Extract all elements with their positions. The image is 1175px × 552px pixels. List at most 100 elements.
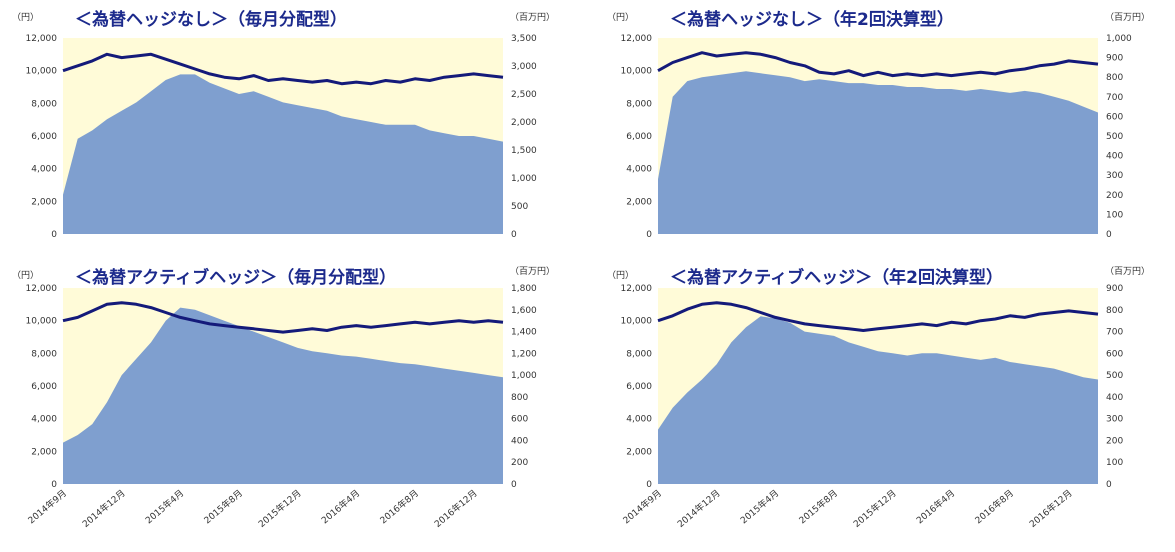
chart-svg: （円） ＜為替アクティブヘッジ＞（毎月分配型） （百万円） 12,000 10,0… bbox=[12, 266, 555, 530]
left-axis-tick: 10,000 bbox=[26, 317, 58, 327]
left-axis-tick: 12,000 bbox=[621, 284, 653, 294]
chart-title: ＜為替アクティブヘッジ＞（年2回決算型） bbox=[670, 267, 1003, 288]
left-unit-label: （円） bbox=[12, 12, 39, 23]
left-axis-tick: 0 bbox=[646, 230, 652, 240]
right-unit-label: （百万円） bbox=[510, 12, 555, 23]
left-axis-tick: 4,000 bbox=[31, 165, 57, 175]
right-axis-tick: 1,200 bbox=[511, 349, 537, 359]
right-axis-tick: 600 bbox=[511, 415, 528, 425]
x-axis-tick: 2015年4月 bbox=[143, 487, 186, 526]
right-unit-label: （百万円） bbox=[1105, 12, 1150, 23]
line-series bbox=[62, 301, 504, 334]
area-series bbox=[63, 74, 503, 235]
right-axis-tick: 900 bbox=[1106, 284, 1123, 294]
x-axis-tick: 2016年8月 bbox=[377, 487, 420, 526]
right-axis-tick: 0 bbox=[511, 480, 517, 490]
x-axis-tick: 2015年8月 bbox=[796, 487, 839, 526]
chart-title: ＜為替ヘッジなし＞（年2回決算型） bbox=[670, 9, 954, 30]
x-axis-tick: 2014年12月 bbox=[675, 487, 723, 530]
right-axis-tick: 200 bbox=[1106, 191, 1123, 201]
left-axis-tick: 6,000 bbox=[626, 382, 652, 392]
right-unit-label: （百万円） bbox=[1105, 266, 1150, 277]
chart-svg: （円） ＜為替アクティブヘッジ＞（年2回決算型） （百万円） 12,000 10,… bbox=[607, 266, 1150, 530]
line-series bbox=[62, 52, 504, 86]
left-axis-tick: 0 bbox=[51, 230, 57, 240]
right-axis-tick: 1,000 bbox=[511, 371, 537, 381]
chart-panel: （円） ＜為替アクティブヘッジ＞（年2回決算型） （百万円） 12,000 10,… bbox=[595, 258, 1170, 530]
right-axis-tick: 3,500 bbox=[511, 34, 537, 44]
left-axis-tick: 10,000 bbox=[26, 67, 58, 77]
chart-panel: （円） ＜為替ヘッジなし＞（毎月分配型） （百万円） 12,000 10,000 8… bbox=[0, 0, 575, 270]
right-axis-tick: 700 bbox=[1106, 93, 1123, 103]
left-axis-tick: 12,000 bbox=[26, 284, 58, 294]
left-axis-tick: 10,000 bbox=[621, 317, 653, 327]
x-axis-tick: 2016年4月 bbox=[319, 487, 362, 526]
right-axis-tick: 100 bbox=[1106, 458, 1123, 468]
left-axis-tick: 2,000 bbox=[626, 447, 652, 457]
left-axis-tick: 12,000 bbox=[621, 34, 653, 44]
right-axis-tick: 2,500 bbox=[511, 90, 537, 100]
x-axis-tick: 2016年12月 bbox=[1027, 487, 1075, 530]
right-axis-tick: 800 bbox=[1106, 73, 1123, 83]
left-axis-tick: 8,000 bbox=[626, 349, 652, 359]
right-axis-tick: 0 bbox=[511, 230, 517, 240]
left-axis-tick: 12,000 bbox=[26, 34, 58, 44]
area-series bbox=[63, 307, 503, 484]
left-axis-tick: 8,000 bbox=[31, 349, 57, 359]
x-axis-tick: 2015年12月 bbox=[851, 487, 899, 530]
chart-svg: （円） ＜為替ヘッジなし＞（年2回決算型） （百万円） 12,000 10,000… bbox=[607, 9, 1150, 240]
right-axis-tick: 400 bbox=[511, 436, 528, 446]
left-axis-tick: 0 bbox=[646, 480, 652, 490]
right-unit-label: （百万円） bbox=[510, 266, 555, 277]
right-axis-tick: 400 bbox=[1106, 393, 1123, 403]
left-unit-label: （円） bbox=[607, 270, 634, 281]
x-axis-tick: 2015年4月 bbox=[738, 487, 781, 526]
left-axis-tick: 4,000 bbox=[626, 415, 652, 425]
left-axis-tick: 6,000 bbox=[626, 132, 652, 142]
left-axis-tick: 2,000 bbox=[626, 197, 652, 207]
right-axis-tick: 800 bbox=[511, 393, 528, 403]
right-axis-tick: 1,600 bbox=[511, 306, 537, 316]
area-series bbox=[658, 71, 1098, 234]
right-axis-tick: 0 bbox=[1106, 230, 1112, 240]
x-axis-tick: 2015年12月 bbox=[256, 487, 304, 530]
right-axis-tick: 2,000 bbox=[511, 118, 537, 128]
left-axis-tick: 6,000 bbox=[31, 382, 57, 392]
right-axis-tick: 300 bbox=[1106, 415, 1123, 425]
left-axis-tick: 2,000 bbox=[31, 447, 57, 457]
chart-title: ＜為替ヘッジなし＞（毎月分配型） bbox=[75, 9, 347, 30]
left-axis-tick: 2,000 bbox=[31, 197, 57, 207]
right-axis-tick: 1,000 bbox=[511, 174, 537, 184]
left-axis-tick: 6,000 bbox=[31, 132, 57, 142]
x-axis-tick: 2016年8月 bbox=[972, 487, 1015, 526]
right-axis-tick: 300 bbox=[1106, 171, 1123, 181]
chart-title: ＜為替アクティブヘッジ＞（毎月分配型） bbox=[75, 267, 396, 288]
left-axis-tick: 8,000 bbox=[31, 99, 57, 109]
line-series bbox=[657, 301, 1099, 332]
right-axis-tick: 1,800 bbox=[511, 284, 537, 294]
right-axis-tick: 500 bbox=[511, 202, 528, 212]
x-axis-tick: 2014年9月 bbox=[25, 487, 68, 526]
right-axis-tick: 400 bbox=[1106, 152, 1123, 162]
left-axis-tick: 0 bbox=[51, 480, 57, 490]
area-series bbox=[658, 316, 1098, 484]
right-axis-tick: 600 bbox=[1106, 112, 1123, 122]
right-axis-tick: 1,400 bbox=[511, 328, 537, 338]
left-unit-label: （円） bbox=[12, 270, 39, 281]
chart-panel: （円） ＜為替ヘッジなし＞（年2回決算型） （百万円） 12,000 10,000… bbox=[595, 0, 1170, 270]
x-axis-tick: 2015年8月 bbox=[201, 487, 244, 526]
x-axis-tick: 2016年12月 bbox=[432, 487, 480, 530]
right-axis-tick: 900 bbox=[1106, 54, 1123, 64]
right-axis-tick: 700 bbox=[1106, 328, 1123, 338]
line-series bbox=[657, 51, 1099, 78]
right-axis-tick: 200 bbox=[511, 458, 528, 468]
right-axis-tick: 1,000 bbox=[1106, 34, 1132, 44]
right-axis-tick: 3,000 bbox=[511, 62, 537, 72]
right-axis-tick: 1,500 bbox=[511, 146, 537, 156]
x-axis-tick: 2014年12月 bbox=[80, 487, 128, 530]
right-axis-tick: 100 bbox=[1106, 210, 1123, 220]
left-unit-label: （円） bbox=[607, 12, 634, 23]
left-axis-tick: 4,000 bbox=[31, 415, 57, 425]
right-axis-tick: 600 bbox=[1106, 349, 1123, 359]
left-axis-tick: 8,000 bbox=[626, 99, 652, 109]
